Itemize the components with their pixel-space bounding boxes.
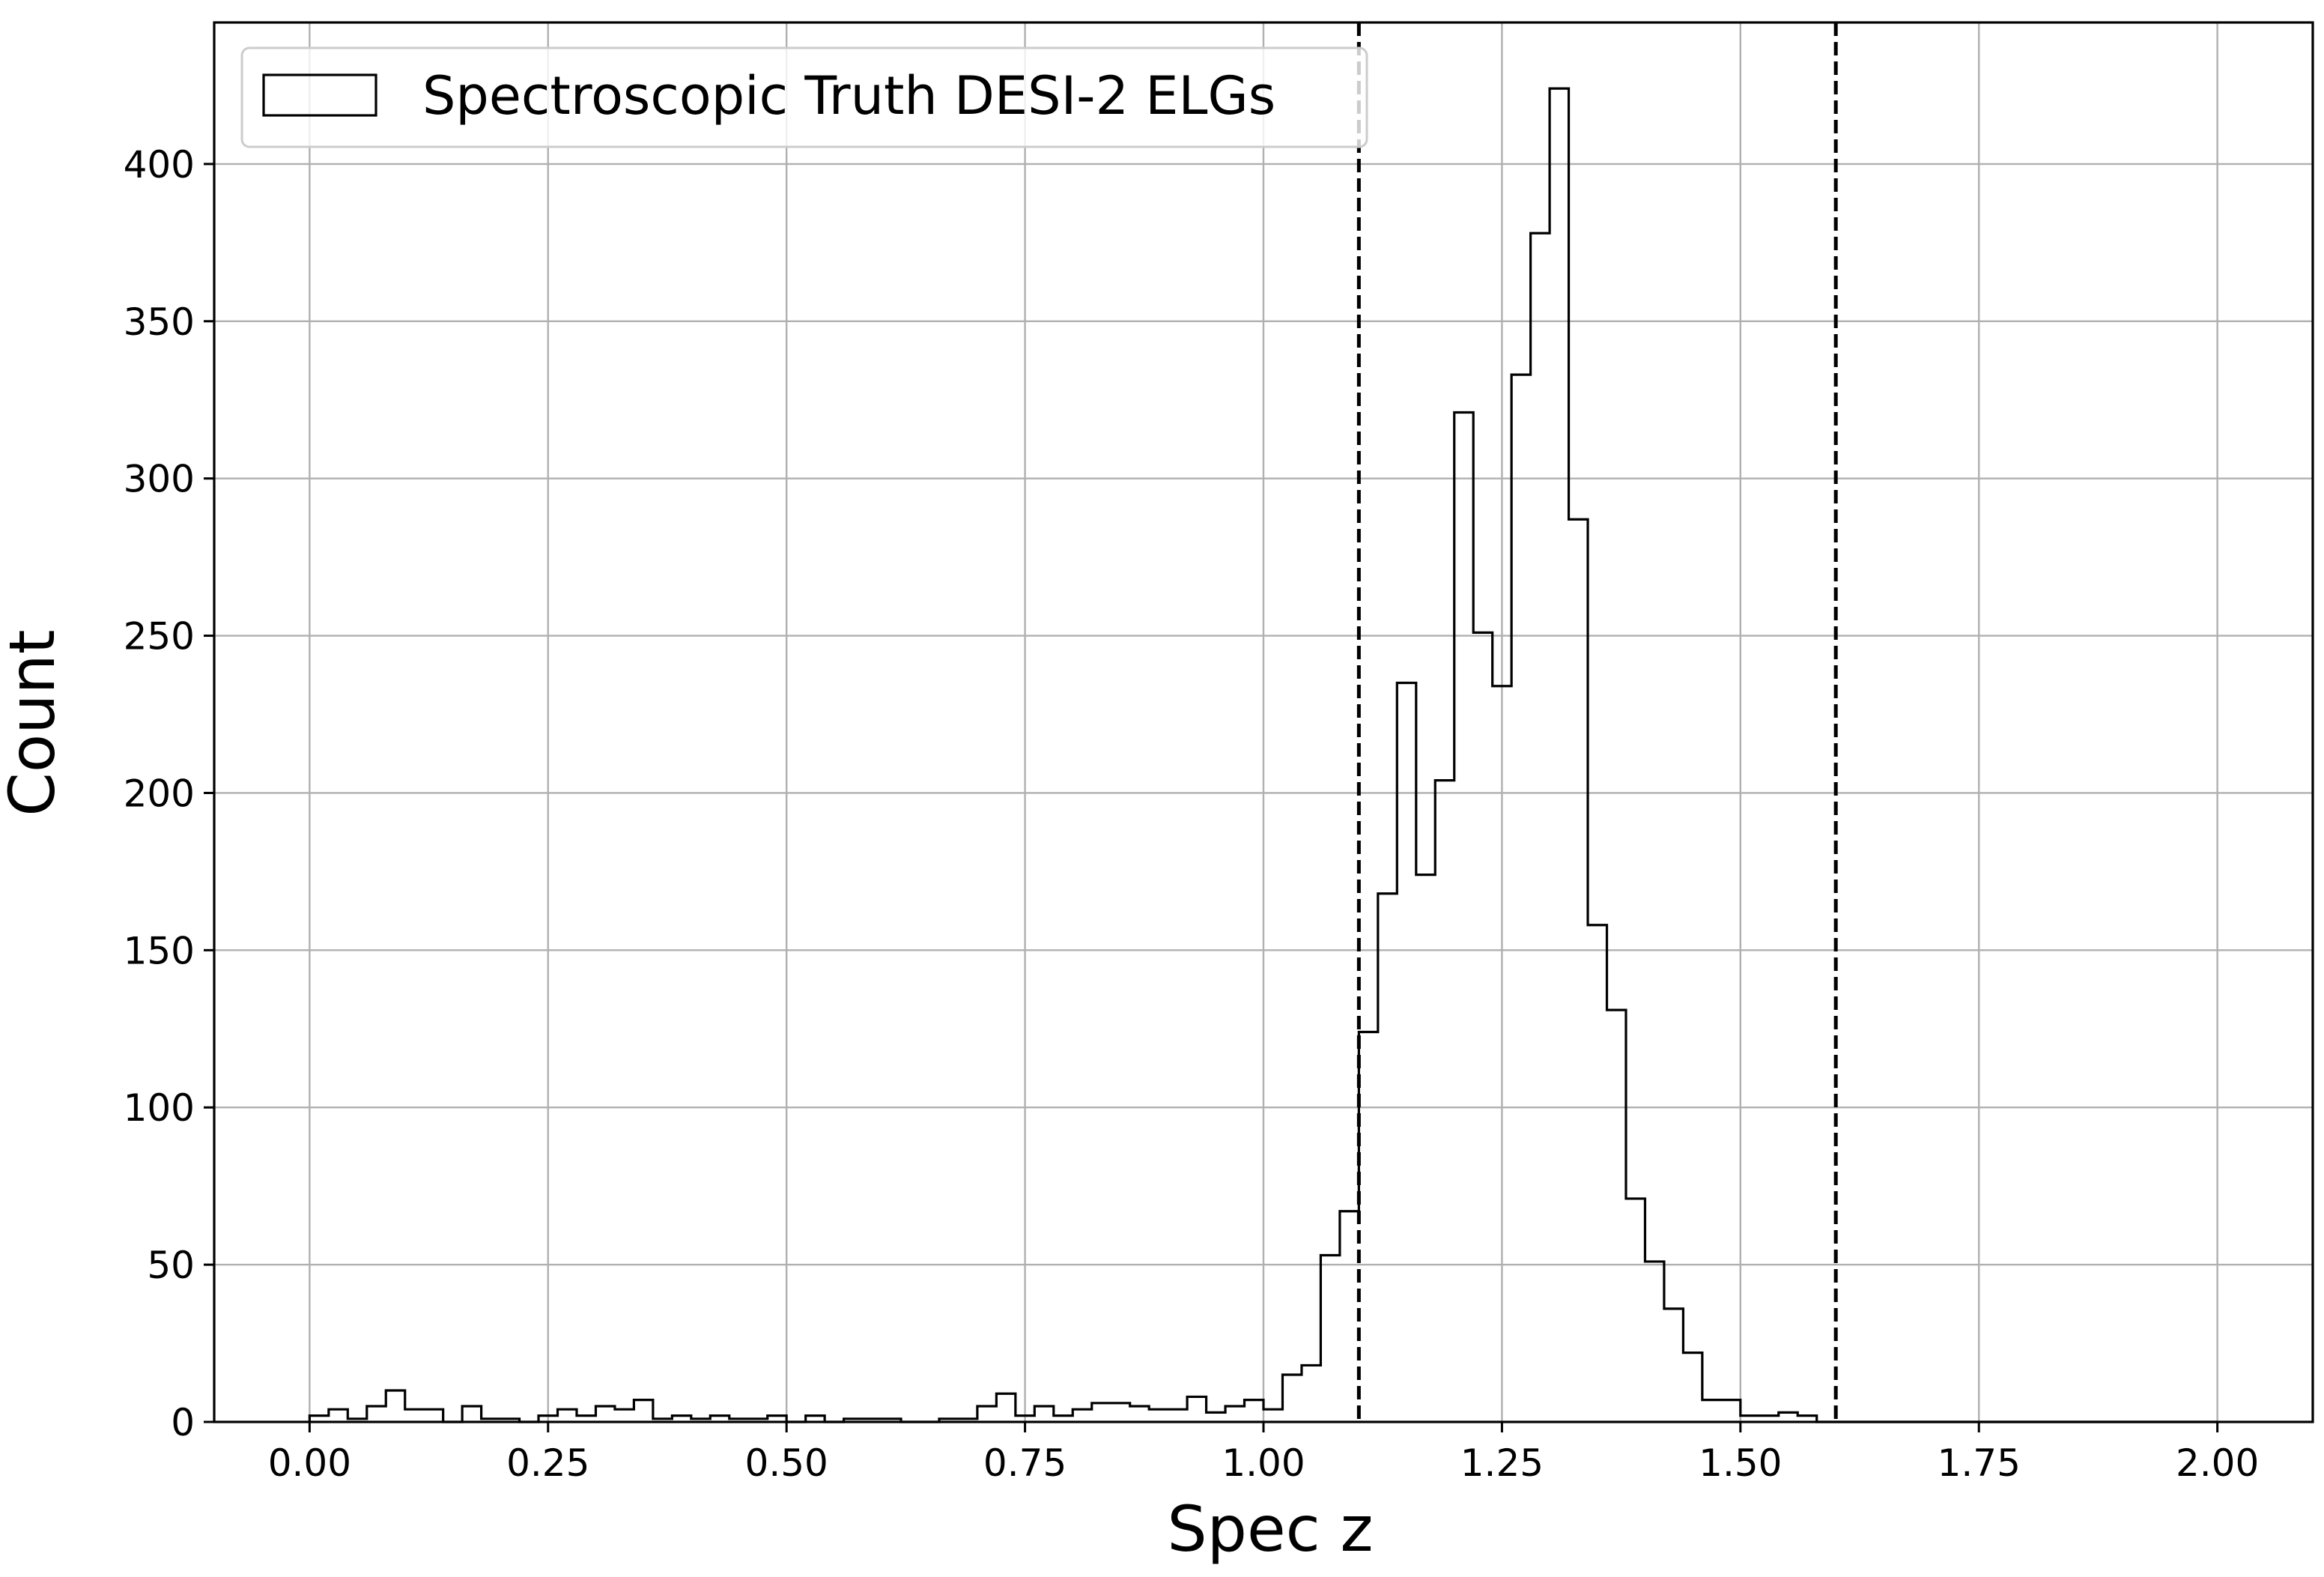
y-tick-label: 350 — [124, 300, 195, 344]
y-tick-label: 400 — [124, 143, 195, 187]
y-tick-label: 250 — [124, 615, 195, 659]
histogram-series-outline — [308, 87, 2218, 1423]
y-tick-label: 0 — [171, 1401, 195, 1444]
x-axis-label: Spec z — [1167, 1492, 1373, 1566]
y-tick-label: 150 — [124, 929, 195, 972]
y-tick-label: 100 — [124, 1086, 195, 1130]
x-tick-label: 1.25 — [1460, 1441, 1544, 1485]
x-tick-label: 1.00 — [1222, 1441, 1305, 1485]
legend-swatch — [262, 73, 377, 117]
x-tick-label: 1.50 — [1699, 1441, 1782, 1485]
legend: Spectroscopic Truth DESI-2 ELGs — [240, 46, 1368, 148]
tick-layer: 0.00 0.25 0.50 0.75 1.00 1.25 1.50 1.75 2.00 0 50 1… — [124, 143, 2260, 1485]
y-tick-label: 200 — [124, 772, 195, 815]
y-tick-label: 300 — [124, 458, 195, 501]
x-tick-label: 0.75 — [983, 1441, 1067, 1485]
data-layer — [308, 22, 2218, 1423]
y-tick-label: 50 — [147, 1244, 195, 1287]
legend-box — [240, 46, 1368, 148]
x-tick-label: 1.75 — [1938, 1441, 2021, 1485]
x-tick-label: 2.00 — [2176, 1441, 2259, 1485]
x-tick-label: 0.00 — [268, 1441, 351, 1485]
grid-layer — [214, 22, 2313, 1423]
x-tick-label: 0.25 — [506, 1441, 589, 1485]
x-tick-label: 0.50 — [745, 1441, 828, 1485]
y-axis-label: Count — [0, 629, 69, 816]
legend-label: Spectroscopic Truth DESI-2 ELGs — [422, 65, 1275, 127]
